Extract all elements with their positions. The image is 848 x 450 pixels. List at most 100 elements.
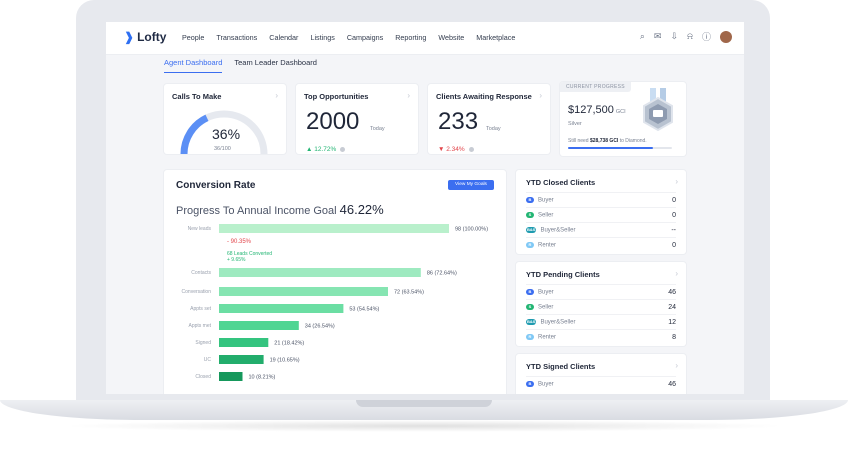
help-icon[interactable]: ⓘ bbox=[701, 32, 711, 42]
funnel-bar-value: 72 (63.54%) bbox=[394, 290, 424, 296]
goal-label: Progress To Annual Income Goal bbox=[176, 205, 337, 217]
funnel-bar bbox=[219, 321, 299, 330]
progress-unit: GCI bbox=[615, 109, 626, 115]
row-label: B Buyer bbox=[526, 381, 554, 388]
funnel-bar bbox=[219, 268, 421, 277]
funnel-bar-value: 10 (8.21%) bbox=[248, 375, 275, 381]
chevron-right-icon[interactable]: › bbox=[675, 177, 678, 186]
view-my-goals-button[interactable]: View My Goals bbox=[448, 180, 494, 190]
list-item[interactable]: S Seller 0 bbox=[526, 207, 676, 223]
funnel-bar-value: 98 (100.00%) bbox=[455, 227, 488, 233]
list-item[interactable]: R Renter 0 bbox=[526, 237, 676, 253]
client-type-icon: B bbox=[526, 289, 534, 295]
client-type-label: Buyer&Seller bbox=[540, 319, 576, 326]
list-item[interactable]: B Buyer 0 bbox=[526, 192, 676, 208]
chevron-right-icon[interactable]: › bbox=[675, 269, 678, 278]
awaiting-value: 233 bbox=[438, 108, 479, 135]
client-count: 46 bbox=[668, 381, 676, 388]
ytd-signed-title: YTD Signed Clients bbox=[526, 362, 596, 371]
need-prefix: Still need bbox=[568, 138, 589, 144]
nav-item-calendar[interactable]: Calendar bbox=[269, 33, 299, 42]
funnel-converted-label: 68 Leads Converted bbox=[227, 251, 272, 257]
funnel-stage-label: Appts met bbox=[188, 323, 211, 329]
funnel-stage-label: Contacts bbox=[191, 270, 211, 276]
progress-label: CURRENT PROGRESS bbox=[560, 82, 631, 92]
client-type-icon: B&S bbox=[526, 227, 537, 233]
list-item[interactable]: B Buyer 46 bbox=[526, 284, 676, 300]
bell-icon[interactable]: ⍾ bbox=[687, 31, 693, 41]
calls-title: Calls To Make bbox=[172, 92, 222, 101]
client-type-label: Buyer bbox=[538, 197, 554, 204]
row-label: R Renter bbox=[526, 242, 556, 249]
client-type-icon: R bbox=[526, 242, 534, 248]
tab-agent-dashboard[interactable]: Agent Dashboard bbox=[164, 58, 223, 73]
nav-icons: ⌕ ✉ ⇩ ⍾ ⓘ bbox=[640, 30, 732, 43]
client-type-label: Renter bbox=[538, 334, 557, 341]
conversion-title: Conversion Rate bbox=[176, 180, 256, 191]
inbox-icon[interactable]: ✉ bbox=[653, 31, 662, 41]
nav-item-marketplace[interactable]: Marketplace bbox=[476, 33, 516, 42]
nav-item-campaigns[interactable]: Campaigns bbox=[346, 33, 384, 42]
tab-team-leader-dashboard[interactable]: Team Leader Dashboard bbox=[234, 58, 317, 67]
funnel-bar-value: 34 (26.54%) bbox=[305, 324, 335, 330]
client-count: 0 bbox=[672, 197, 676, 204]
clients-awaiting-card[interactable]: Clients Awaiting Response › 233 Today ▼ … bbox=[428, 84, 550, 154]
calls-to-make-card[interactable]: Calls To Make › 36% 36/100 bbox=[164, 84, 286, 155]
chevron-right-icon[interactable]: › bbox=[675, 361, 678, 370]
nav-item-website[interactable]: Website bbox=[438, 33, 465, 42]
current-progress-card[interactable]: CURRENT PROGRESS $127,500 GCI Silver Stil… bbox=[560, 82, 686, 156]
search-icon[interactable]: ⌕ bbox=[639, 31, 645, 41]
awaiting-title: Clients Awaiting Response bbox=[436, 92, 532, 101]
laptop-shadow bbox=[60, 420, 788, 432]
funnel-bar bbox=[219, 338, 269, 347]
nav-item-transactions[interactable]: Transactions bbox=[216, 33, 258, 42]
logo-icon: ❱ bbox=[124, 30, 135, 44]
calls-gauge bbox=[180, 110, 268, 155]
list-item[interactable]: S Seller 24 bbox=[526, 299, 676, 315]
info-dot-icon bbox=[468, 146, 474, 152]
download-icon[interactable]: ⇩ bbox=[670, 31, 679, 41]
list-item[interactable]: B Buyer 46 bbox=[526, 376, 676, 392]
client-type-label: Renter bbox=[538, 242, 557, 249]
funnel-stage-label: UC bbox=[204, 357, 212, 363]
progress-bar-fill bbox=[568, 147, 654, 149]
client-type-icon: B bbox=[526, 381, 534, 387]
funnel-converted-percent: + 9.65% bbox=[227, 257, 246, 263]
funnel-stage-label: Appts set bbox=[190, 306, 211, 312]
funnel-bar bbox=[219, 355, 264, 364]
chevron-right-icon[interactable]: › bbox=[275, 91, 278, 100]
nav-item-reporting[interactable]: Reporting bbox=[395, 33, 427, 42]
row-label: S Seller bbox=[526, 212, 553, 219]
client-count: 24 bbox=[668, 304, 676, 311]
awaiting-period: Today bbox=[486, 126, 501, 132]
awaiting-delta: ▼ 2.34% bbox=[438, 146, 474, 153]
gauge-fill bbox=[180, 114, 209, 155]
chevron-right-icon[interactable]: › bbox=[407, 91, 410, 100]
nav-item-people[interactable]: People bbox=[182, 33, 205, 42]
client-type-icon: B&S bbox=[526, 319, 537, 325]
avatar[interactable] bbox=[720, 30, 732, 43]
opportunities-delta: ▲ 12.72% bbox=[306, 146, 346, 153]
funnel-bar-value: 53 (54.54%) bbox=[349, 307, 379, 313]
funnel-bar-value: 19 (10.65%) bbox=[270, 358, 300, 364]
client-count: 46 bbox=[668, 289, 676, 296]
row-label: R Renter bbox=[526, 334, 556, 341]
nav-item-listings[interactable]: Listings bbox=[310, 33, 335, 42]
opportunities-period: Today bbox=[370, 126, 385, 132]
list-item[interactable]: B&S Buyer&Seller -- bbox=[526, 222, 676, 238]
chevron-right-icon[interactable]: › bbox=[539, 91, 542, 100]
ytd-signed-card: YTD Signed Clients › B Buyer 46 bbox=[516, 354, 686, 394]
list-item[interactable]: R Renter 8 bbox=[526, 329, 676, 345]
logo[interactable]: ❱ Lofty bbox=[124, 30, 166, 44]
funnel-drop-percent: - 90.35% bbox=[227, 239, 252, 245]
funnel-stage-label: Conversation bbox=[182, 289, 212, 295]
top-opportunities-card[interactable]: Top Opportunities › 2000 Today ▲ 12.72% bbox=[296, 84, 418, 154]
need-suffix: to Diamond. bbox=[619, 138, 647, 144]
info-dot-icon bbox=[340, 146, 346, 152]
client-count: 8 bbox=[672, 334, 676, 341]
app-screen: ❱ Lofty People Transactions Calendar List… bbox=[106, 22, 744, 394]
list-item[interactable]: B&S Buyer&Seller 12 bbox=[526, 314, 676, 330]
funnel-bar bbox=[219, 372, 243, 381]
funnel-stage-label: New leads bbox=[188, 226, 212, 232]
row-label: B&S Buyer&Seller bbox=[526, 227, 575, 234]
